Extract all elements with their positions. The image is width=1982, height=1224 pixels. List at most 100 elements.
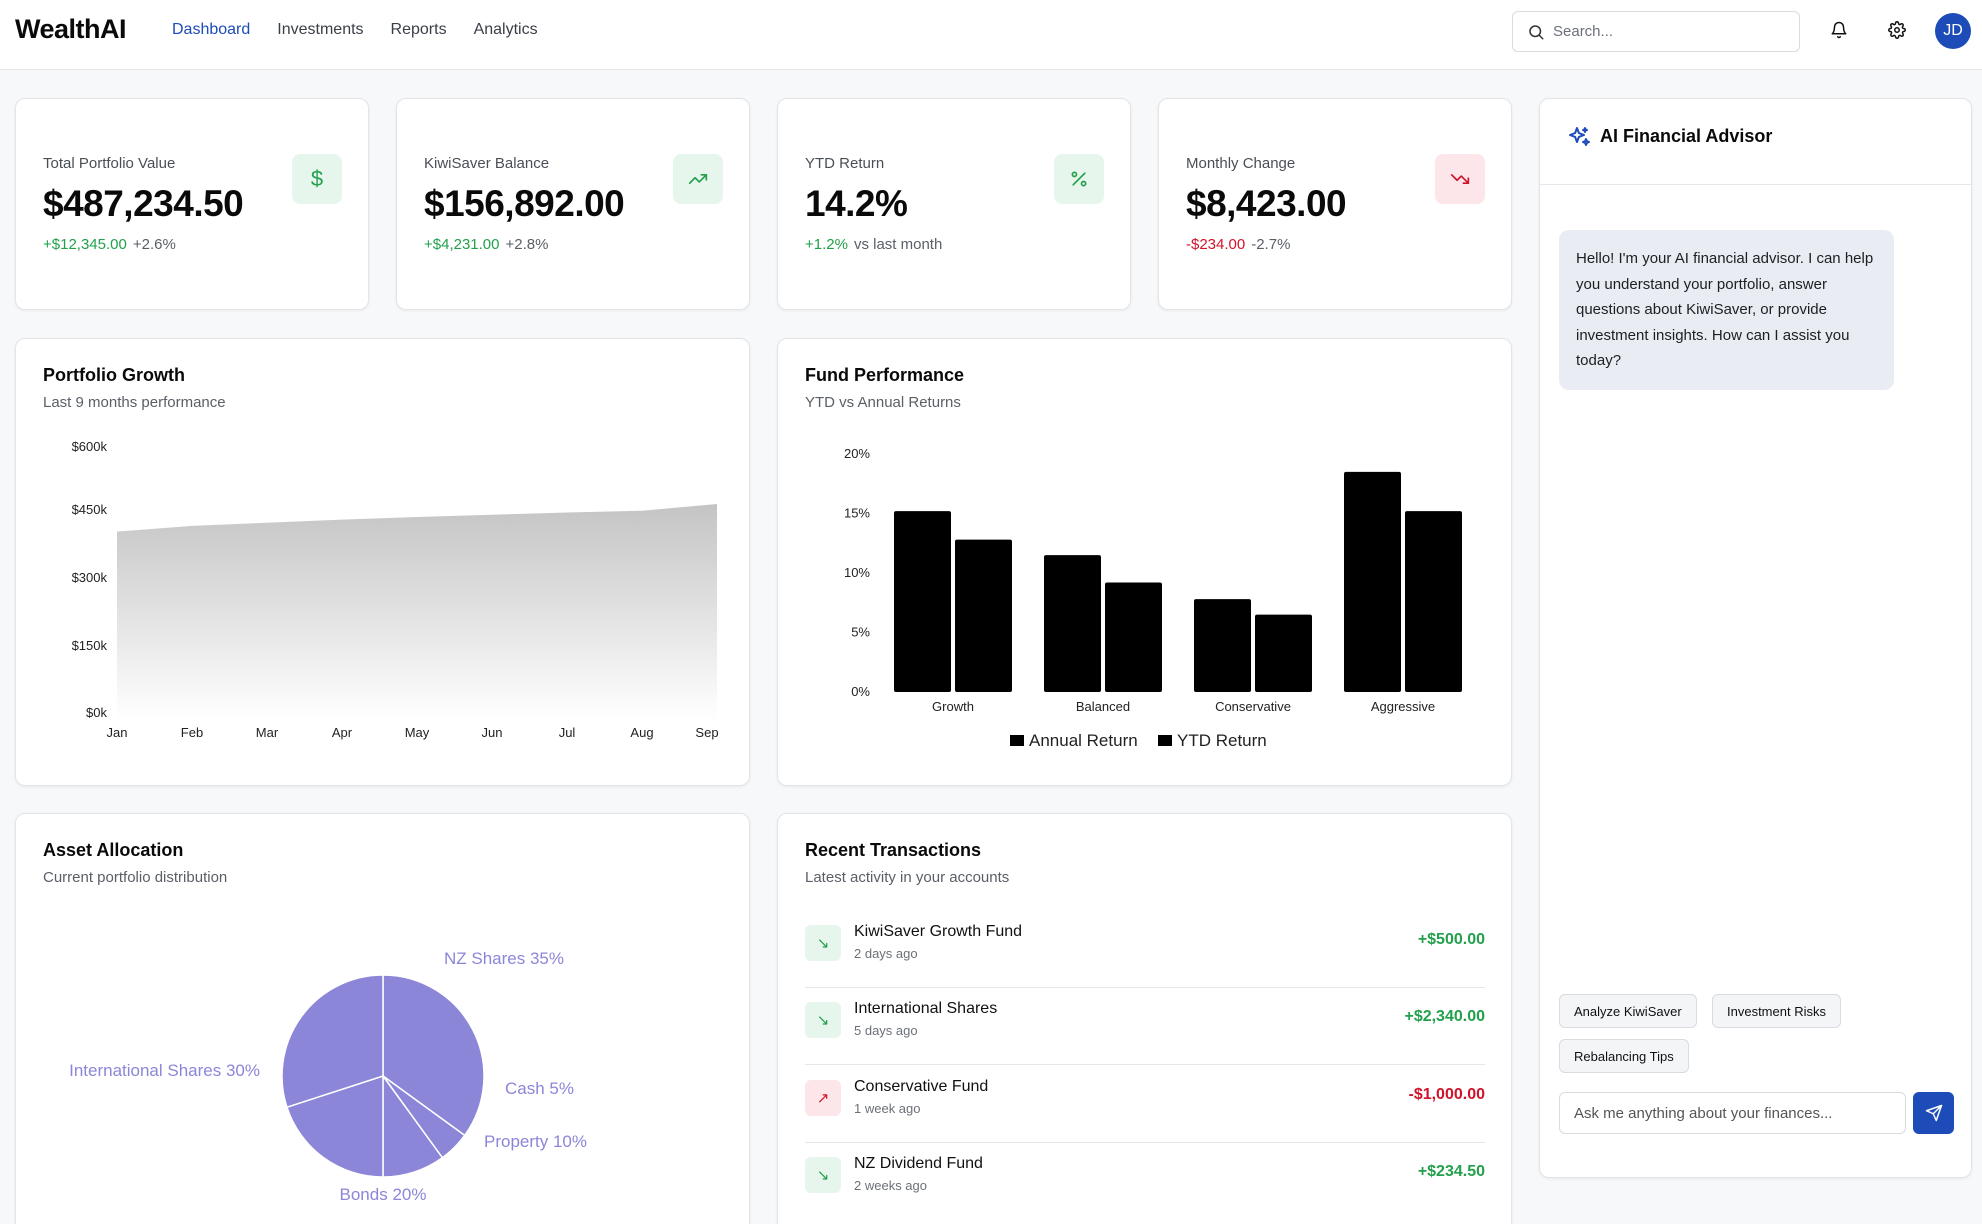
search-icon <box>1529 25 1544 40</box>
y-tick-label: $0k <box>86 705 107 720</box>
transaction-time: 1 week ago <box>854 1101 921 1116</box>
pie-label: International Shares 30% <box>69 1061 260 1080</box>
stat-card-monthly-change: Monthly Change $8,423.00 -$234.00 -2.7% <box>1158 98 1512 310</box>
pie-label: NZ Shares 35% <box>444 949 564 968</box>
stat-value: $156,892.00 <box>424 183 625 224</box>
nav-analytics[interactable]: Analytics <box>473 21 538 38</box>
pie-slice <box>285 1074 384 1178</box>
top-header: WealthAI Dashboard Investments Reports A… <box>0 0 1982 70</box>
stat-value: $8,423.00 <box>1186 183 1347 224</box>
transaction-row[interactable]: ↗ Conservative Fund 1 week ago -$1,000.0… <box>805 1066 1485 1143</box>
chip-investment-risks[interactable]: Investment Risks <box>1712 994 1841 1028</box>
trending-up-icon <box>673 154 723 204</box>
transaction-name: International Shares <box>854 1000 998 1017</box>
chip-analyze-kiwisaver[interactable]: Analyze KiwiSaver <box>1559 994 1697 1028</box>
dollar-icon: $ <box>292 154 342 204</box>
y-tick-label: 10% <box>844 565 870 580</box>
stat-label: Total Portfolio Value <box>43 155 176 172</box>
portfolio-growth-card: Portfolio Growth Last 9 months performan… <box>15 338 750 786</box>
pie-label: Bonds 20% <box>340 1185 427 1204</box>
area-series <box>117 503 717 720</box>
transaction-amount: -$1,000.00 <box>1408 1086 1485 1103</box>
transaction-amount: +$500.00 <box>1417 931 1485 948</box>
stat-value: $487,234.50 <box>43 183 244 224</box>
transaction-time: 2 weeks ago <box>854 1178 927 1193</box>
asset-allocation-card: Asset Allocation Current portfolio distr… <box>15 813 750 1224</box>
chip-rebalancing-tips[interactable]: Rebalancing Tips <box>1559 1039 1689 1073</box>
trending-down-icon <box>1435 154 1485 204</box>
x-tick-label: Balanced <box>1076 699 1130 714</box>
arrow-down-right-icon: ↘ <box>805 1157 841 1193</box>
bar-annual-return <box>1044 555 1101 692</box>
x-tick-label: Apr <box>332 725 353 740</box>
asset-allocation-chart: NZ Shares 35% Cash 5% Property 10% Bonds 20… <box>69 949 587 1204</box>
percent-icon <box>1054 154 1104 204</box>
card-title: Recent Transactions <box>805 840 982 860</box>
nav-investments[interactable]: Investments <box>277 21 364 38</box>
x-tick-label: May <box>405 725 430 740</box>
arrow-down-right-icon: ↘ <box>805 1002 841 1038</box>
transaction-row[interactable]: ↘ NZ Dividend Fund 2 weeks ago +$234.50 <box>805 1143 1485 1220</box>
transaction-amount: +$2,340.00 <box>1404 1008 1485 1025</box>
y-tick-label: $150k <box>72 638 108 653</box>
bar-annual-return <box>894 511 951 692</box>
arrow-down-right-icon: ↘ <box>805 925 841 961</box>
bar-annual-return <box>1194 599 1251 692</box>
y-tick-label: 5% <box>851 625 870 640</box>
card-subtitle: Current portfolio distribution <box>43 869 228 886</box>
y-tick-label: $300k <box>72 570 108 585</box>
stat-label: KiwiSaver Balance <box>424 155 550 172</box>
search-box <box>1512 11 1800 52</box>
stat-card-ytd-return: YTD Return 14.2% +1.2% vs last month <box>777 98 1131 310</box>
advisor-title: AI Financial Advisor <box>1600 126 1773 146</box>
send-icon <box>1925 1104 1942 1122</box>
app-logo[interactable]: WealthAI <box>15 14 127 44</box>
card-subtitle: Last 9 months performance <box>43 394 226 411</box>
card-subtitle: Latest activity in your accounts <box>805 869 1010 886</box>
bar-ytd-return <box>1105 582 1162 692</box>
nav-dashboard[interactable]: Dashboard <box>172 21 251 38</box>
bar-annual-return <box>1344 471 1401 692</box>
stat-change: +$4,231.00 +2.8% <box>424 236 549 253</box>
x-tick-label: Jun <box>482 725 503 740</box>
transaction-name: NZ Dividend Fund <box>854 1155 983 1172</box>
search-input[interactable] <box>1553 12 1793 51</box>
transaction-name: KiwiSaver Growth Fund <box>854 923 1023 940</box>
legend-swatch <box>1158 735 1172 746</box>
portfolio-growth-chart: $0k $150k $300k $450k $600k Jan Feb Mar Apr May Ju… <box>72 439 719 740</box>
notifications-button[interactable] <box>1819 18 1859 42</box>
x-tick-label: Conservative <box>1215 699 1291 714</box>
transaction-row[interactable]: ↘ International Shares 5 days ago +$2,34… <box>805 988 1485 1065</box>
y-tick-label: 20% <box>844 446 870 461</box>
settings-button[interactable] <box>1877 18 1917 42</box>
legend-label: YTD Return <box>1177 731 1267 750</box>
bell-icon <box>1831 21 1847 39</box>
advisor-message: Hello! I'm your AI financial advisor. I … <box>1559 230 1894 390</box>
sparkles-icon <box>1569 127 1590 146</box>
advisor-chat-input[interactable] <box>1559 1092 1906 1134</box>
advisor-header: AI Financial Advisor <box>1540 99 1971 185</box>
stat-label: Monthly Change <box>1186 155 1296 172</box>
ai-advisor-panel: AI Financial Advisor Hello! I'm your AI … <box>1539 98 1972 1178</box>
y-tick-label: 15% <box>844 506 870 521</box>
y-tick-label: 0% <box>851 684 870 699</box>
x-tick-label: Jan <box>107 725 128 740</box>
pie-slice <box>281 974 384 1109</box>
pie-slice <box>382 974 485 1137</box>
user-avatar[interactable]: JD <box>1935 13 1971 49</box>
nav-reports[interactable]: Reports <box>390 21 447 38</box>
x-tick-label: Aggressive <box>1371 699 1435 714</box>
send-button[interactable] <box>1913 1092 1954 1134</box>
x-tick-label: Jul <box>559 725 576 740</box>
transaction-row[interactable]: ↘ KiwiSaver Growth Fund 2 days ago +$500… <box>805 911 1485 988</box>
x-tick-label: Feb <box>181 725 203 740</box>
x-tick-label: Mar <box>256 725 279 740</box>
legend-label: Annual Return <box>1029 731 1138 750</box>
arrow-up-right-icon: ↗ <box>805 1080 841 1116</box>
transaction-time: 5 days ago <box>854 1023 918 1038</box>
stat-value: 14.2% <box>805 183 908 224</box>
gear-icon <box>1888 21 1906 39</box>
main-nav: Dashboard Investments Reports Analytics <box>172 21 538 39</box>
stat-label: YTD Return <box>805 155 885 172</box>
card-title: Asset Allocation <box>43 840 184 860</box>
